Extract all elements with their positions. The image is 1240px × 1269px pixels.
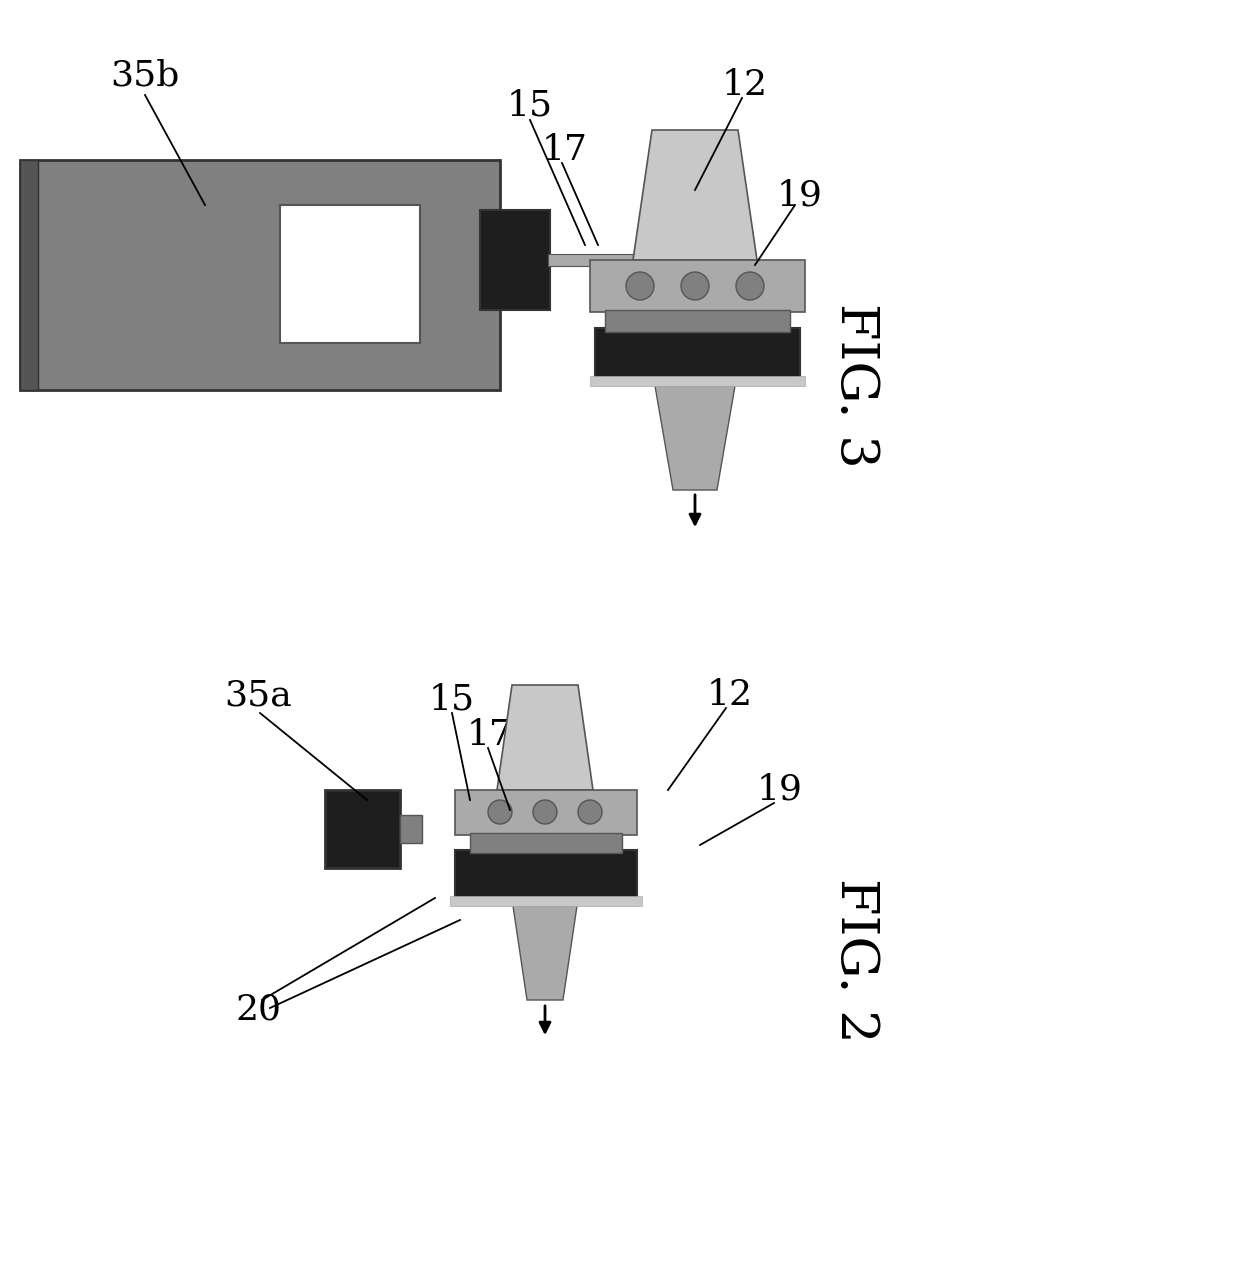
Circle shape: [533, 799, 557, 824]
Text: FIG. 3: FIG. 3: [830, 302, 880, 467]
Text: 12: 12: [722, 69, 768, 102]
Bar: [280, 206, 420, 343]
Text: 19: 19: [777, 178, 823, 212]
Bar: [590, 376, 805, 386]
Circle shape: [681, 272, 709, 299]
Bar: [20, 160, 500, 390]
Text: 19: 19: [758, 773, 804, 807]
Bar: [450, 896, 642, 906]
Bar: [595, 327, 800, 378]
Circle shape: [626, 272, 653, 299]
Bar: [480, 209, 551, 310]
Bar: [590, 260, 805, 312]
Bar: [548, 254, 649, 266]
Bar: [455, 850, 637, 898]
Bar: [20, 160, 38, 390]
Polygon shape: [632, 129, 756, 260]
Bar: [470, 832, 622, 853]
Text: 17: 17: [467, 718, 513, 753]
Circle shape: [489, 799, 512, 824]
Text: 17: 17: [542, 133, 588, 168]
Text: 15: 15: [507, 88, 553, 122]
Text: 12: 12: [707, 678, 753, 712]
Polygon shape: [513, 906, 577, 1000]
Bar: [401, 815, 422, 843]
Bar: [605, 310, 790, 332]
Text: 15: 15: [429, 683, 475, 717]
Bar: [325, 791, 401, 868]
Circle shape: [737, 272, 764, 299]
Text: FIG. 2: FIG. 2: [830, 878, 880, 1042]
Polygon shape: [655, 386, 735, 490]
Text: 35a: 35a: [224, 678, 291, 712]
Bar: [455, 791, 637, 835]
Circle shape: [578, 799, 601, 824]
Text: 35b: 35b: [110, 58, 180, 91]
Text: 20: 20: [236, 994, 281, 1027]
Polygon shape: [497, 685, 593, 791]
